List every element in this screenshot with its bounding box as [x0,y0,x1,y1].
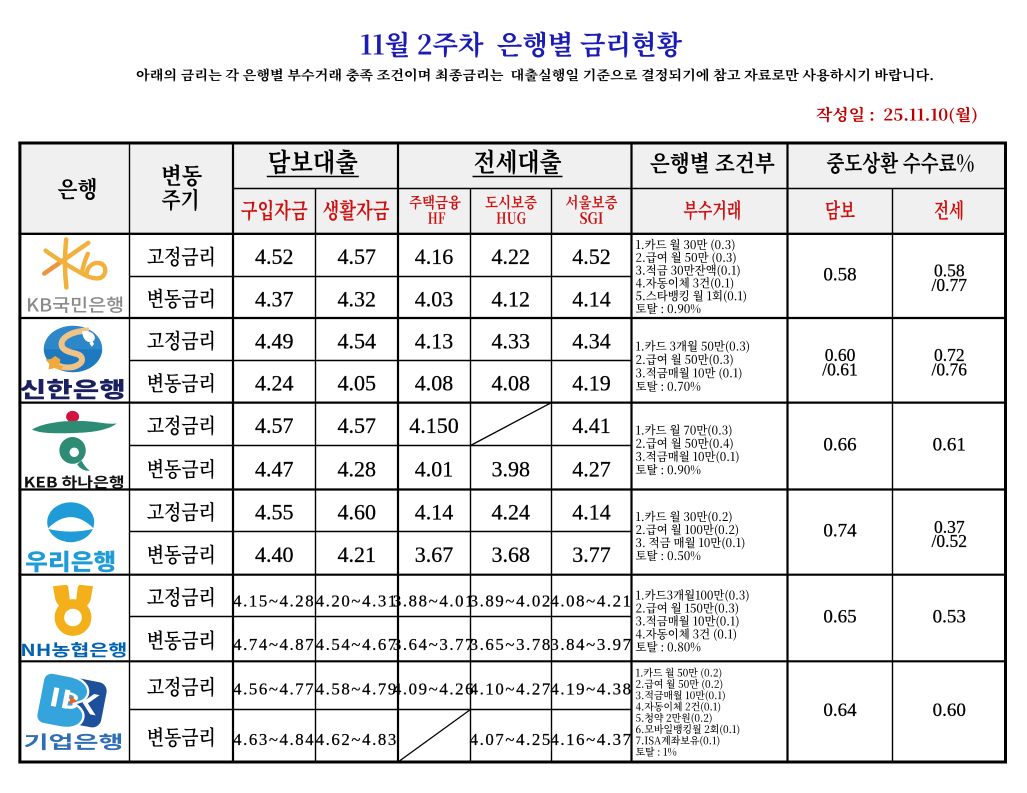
svg-text:4.07~4.25: 4.07~4.25 [470,730,552,749]
svg-text:4.54: 4.54 [338,328,377,353]
svg-text:4.150: 4.150 [409,413,459,438]
svg-text:3.68: 3.68 [492,542,531,567]
svg-text:4.10~4.27: 4.10~4.27 [470,679,552,698]
svg-text:4.56~4.77: 4.56~4.77 [233,679,315,698]
svg-text:0.72: 0.72 [934,345,965,365]
svg-text:4.15~4.28: 4.15~4.28 [233,592,315,611]
svg-text:4.09~4.26: 4.09~4.26 [393,679,475,698]
svg-text:/0.76: /0.76 [932,359,968,379]
svg-text:4.01: 4.01 [415,457,454,482]
svg-text:4.19~4.38: 4.19~4.38 [550,679,632,698]
svg-text:4.52: 4.52 [572,244,611,269]
svg-text:/0.61: /0.61 [822,359,858,379]
svg-text:0.61: 0.61 [933,435,966,456]
svg-text:3.84~3.97: 3.84~3.97 [550,635,632,654]
svg-text:4.63~4.84: 4.63~4.84 [233,730,315,749]
svg-text:0.60: 0.60 [933,700,966,721]
svg-text:4.62~4.83: 4.62~4.83 [316,730,398,749]
svg-text:4.54~4.67: 4.54~4.67 [316,635,398,654]
svg-text:4.14: 4.14 [415,500,454,525]
svg-text:0.64: 0.64 [823,700,857,721]
svg-text:4.58~4.79: 4.58~4.79 [316,679,398,698]
svg-text:4.21: 4.21 [338,542,377,567]
svg-text:4.22: 4.22 [492,244,531,269]
svg-text:3.89~4.02: 3.89~4.02 [470,592,552,611]
svg-text:4.14: 4.14 [572,500,611,525]
svg-text:0.60: 0.60 [825,345,856,365]
svg-text:3.65~3.78: 3.65~3.78 [470,635,552,654]
svg-text:4.37: 4.37 [255,286,294,311]
svg-text:4.27: 4.27 [572,457,611,482]
svg-text:0.58: 0.58 [934,261,965,281]
svg-text:4.60: 4.60 [338,500,377,525]
svg-text:3.98: 3.98 [492,457,531,482]
svg-text:4.33: 4.33 [492,328,531,353]
svg-text:4.19: 4.19 [572,371,611,396]
svg-text:4.52: 4.52 [255,244,294,269]
svg-text:4.34: 4.34 [572,328,611,353]
svg-text:4.74~4.87: 4.74~4.87 [233,635,315,654]
svg-text:4.08~4.21: 4.08~4.21 [550,592,632,611]
svg-text:4.24: 4.24 [255,371,294,396]
svg-text:4.08: 4.08 [415,371,454,396]
svg-text:0.58: 0.58 [823,264,856,285]
svg-text:3.88~4.01: 3.88~4.01 [393,592,475,611]
svg-text:4.16~4.37: 4.16~4.37 [550,730,632,749]
svg-text:0.53: 0.53 [933,607,966,628]
svg-text:/0.77: /0.77 [932,275,968,295]
svg-text:4.03: 4.03 [415,286,454,311]
svg-text:3.77: 3.77 [572,542,611,567]
svg-text:4.57: 4.57 [338,244,377,269]
svg-text:4.05: 4.05 [338,371,377,396]
svg-text:3.67: 3.67 [415,542,454,567]
svg-text:4.49: 4.49 [255,328,294,353]
svg-text:4.55: 4.55 [255,500,294,525]
svg-text:0.65: 0.65 [823,607,856,628]
svg-text:4.13: 4.13 [415,328,454,353]
svg-text:4.57: 4.57 [255,413,294,438]
svg-text:4.47: 4.47 [255,457,294,482]
svg-text:0.66: 0.66 [823,435,856,456]
svg-text:4.57: 4.57 [338,413,377,438]
svg-text:3.64~3.77: 3.64~3.77 [393,635,475,654]
svg-text:4.41: 4.41 [572,413,611,438]
svg-text:4.14: 4.14 [572,286,611,311]
svg-text:/0.52: /0.52 [932,531,968,551]
svg-text:4.12: 4.12 [492,286,531,311]
svg-text:4.08: 4.08 [492,371,531,396]
svg-text:0.74: 0.74 [823,521,857,542]
svg-text:4.20~4.31: 4.20~4.31 [316,592,398,611]
svg-text:4.28: 4.28 [338,457,377,482]
svg-text:4.16: 4.16 [415,244,454,269]
svg-text:4.24: 4.24 [492,500,531,525]
svg-text:4.32: 4.32 [338,286,377,311]
svg-text:0.37: 0.37 [934,517,965,537]
svg-text:4.40: 4.40 [255,542,294,567]
